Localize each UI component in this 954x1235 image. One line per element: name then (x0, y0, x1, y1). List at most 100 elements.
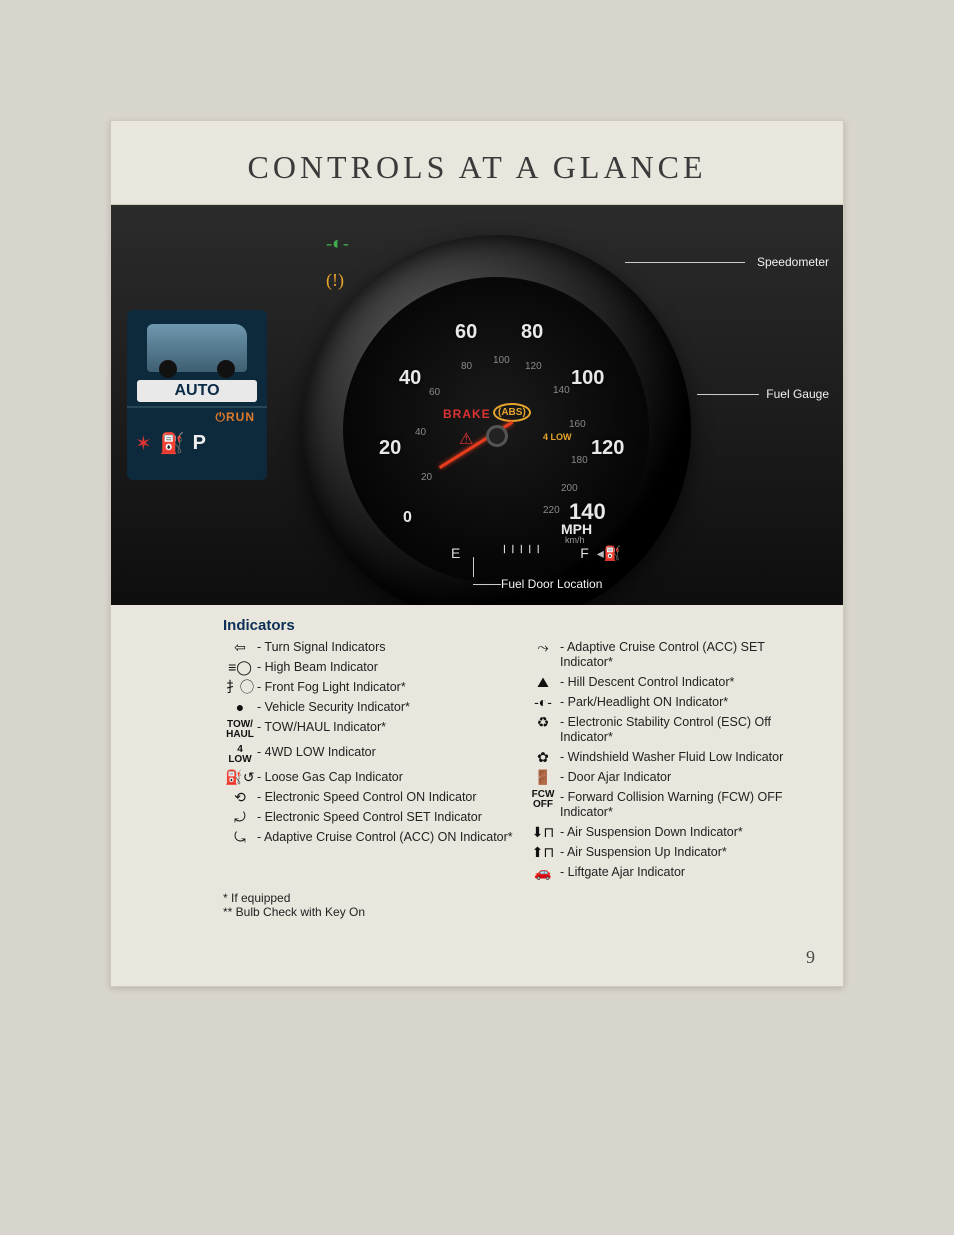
screen-bottom-icons: ✶ ⛽ P (127, 427, 267, 460)
fuel-icon: ⛽ (160, 431, 185, 456)
speed-120: 120 (591, 437, 624, 460)
brake-label: BRAKE (443, 407, 491, 421)
indicator-icon: ⤳ (526, 640, 560, 654)
indicator-icon: ⬆⊓ (526, 845, 560, 859)
indicator-icon: ♻ (526, 715, 560, 729)
speed-0: 0 (403, 509, 412, 527)
indicator-label: Liftgate Ajar Indicator (560, 865, 817, 880)
indicator-row: 4 LOW4WD LOW Indicator (223, 745, 514, 765)
indicator-label: Door Ajar Indicator (560, 770, 817, 785)
gear-indicator: P (193, 432, 206, 455)
indicator-label: Electronic Stability Control (ESC) Off I… (560, 715, 817, 745)
info-screen: AUTO ⏻RUN ✶ ⛽ P (127, 310, 267, 480)
indicator-label: Park/Headlight ON Indicator* (560, 695, 817, 710)
seatbelt-icon: ✶ (135, 431, 152, 456)
indicator-icon: ⛰ (526, 675, 560, 689)
indicator-icon: 🚗 (526, 865, 560, 879)
indicator-label: Hill Descent Control Indicator* (560, 675, 817, 690)
headlight-icon: -◐- (326, 233, 349, 254)
footnotes: * If equipped** Bulb Check with Key On (223, 891, 817, 919)
indicator-row: ⤿Adaptive Cruise Control (ACC) ON Indica… (223, 830, 514, 845)
indicators-section: Indicators ⇦Turn Signal Indicators≡◯High… (111, 605, 843, 939)
indicator-icon: ⤾ (223, 810, 257, 824)
indicator-label: Vehicle Security Indicator* (257, 700, 514, 715)
callout-speedometer: Speedometer (757, 255, 829, 269)
indicator-row: ✿Windshield Washer Fluid Low Indicator (526, 750, 817, 765)
speed-60: 60 (455, 321, 477, 344)
speed-40: 40 (399, 367, 421, 390)
indicator-row: 🚪Door Ajar Indicator (526, 770, 817, 785)
speedometer-face: 0 20 40 60 80 100 120 140 20 40 60 80 10… (343, 277, 649, 583)
indicator-row: ♻Electronic Stability Control (ESC) Off … (526, 715, 817, 745)
indicator-icon: ⬇⊓ (526, 825, 560, 839)
indicator-icon: ≡◯ (223, 660, 257, 674)
indicator-row: ⛽↺Loose Gas Cap Indicator (223, 770, 514, 785)
footnote: ** Bulb Check with Key On (223, 905, 817, 919)
indicator-icon: ✿ (526, 750, 560, 764)
indicators-columns: ⇦Turn Signal Indicators≡◯High Beam Indic… (223, 640, 817, 885)
speed-80: 80 (521, 321, 543, 344)
content-card: CONTROLS AT A GLANCE AUTO ⏻RUN ✶ ⛽ P -◐-… (110, 120, 844, 987)
indicator-row: TOW/ HAULTOW/HAUL Indicator* (223, 720, 514, 740)
needle-hub (486, 425, 508, 447)
indicator-label: High Beam Indicator (257, 660, 514, 675)
page: CONTROLS AT A GLANCE AUTO ⏻RUN ✶ ⛽ P -◐-… (0, 20, 954, 1047)
cluster-side-icons: -◐- (!) (326, 233, 349, 291)
indicator-row: ⇦Turn Signal Indicators (223, 640, 514, 655)
indicators-heading: Indicators (223, 617, 817, 634)
indicator-row: ⤾Electronic Speed Control SET Indicator (223, 810, 514, 825)
indicator-row: ⤳Adaptive Cruise Control (ACC) SET Indic… (526, 640, 817, 670)
indicator-row: ≡◯High Beam Indicator (223, 660, 514, 675)
screen-run: ⏻RUN (127, 406, 267, 427)
indicators-left-column: ⇦Turn Signal Indicators≡◯High Beam Indic… (223, 640, 514, 885)
indicator-row: 扌◯Front Fog Light Indicator* (223, 680, 514, 695)
indicator-row: ⬇⊓Air Suspension Down Indicator* (526, 825, 817, 840)
indicator-label: Front Fog Light Indicator* (257, 680, 514, 695)
indicator-label: Electronic Speed Control SET Indicator (257, 810, 514, 825)
page-number: 9 (111, 939, 843, 986)
indicator-label: Turn Signal Indicators (257, 640, 514, 655)
indicator-icon: TOW/ HAUL (223, 720, 257, 740)
indicator-label: Adaptive Cruise Control (ACC) ON Indicat… (257, 830, 514, 845)
callout-fuel-door: Fuel Door Location (501, 577, 602, 591)
speed-20: 20 (379, 437, 401, 460)
indicator-label: Air Suspension Up Indicator* (560, 845, 817, 860)
page-title: CONTROLS AT A GLANCE (111, 121, 843, 205)
indicator-label: Air Suspension Down Indicator* (560, 825, 817, 840)
indicator-icon: 4 LOW (223, 745, 257, 765)
indicator-row: 🚗Liftgate Ajar Indicator (526, 865, 817, 880)
callout-fuel-gauge: Fuel Gauge (766, 387, 829, 401)
abs-label: (ABS) (493, 403, 531, 422)
tpms-icon: (!) (326, 270, 349, 291)
indicator-row: FCW OFFForward Collision Warning (FCW) O… (526, 790, 817, 820)
indicator-icon: 🚪 (526, 770, 560, 784)
kmh-label: km/h (565, 535, 585, 545)
indicator-label: Loose Gas Cap Indicator (257, 770, 514, 785)
indicator-icon: -◐- (526, 695, 560, 709)
fuel-gauge-row: E ╵╵╵╵╵ F ◂⛽ (451, 545, 621, 562)
indicator-label: Forward Collision Warning (FCW) OFF Indi… (560, 790, 817, 820)
indicator-row: ⬆⊓Air Suspension Up Indicator* (526, 845, 817, 860)
indicator-label: Windshield Washer Fluid Low Indicator (560, 750, 817, 765)
dashboard-photo: AUTO ⏻RUN ✶ ⛽ P -◐- (!) 0 20 40 60 80 10… (111, 205, 843, 605)
indicator-icon: FCW OFF (526, 790, 560, 810)
footnote: * If equipped (223, 891, 817, 905)
indicator-row: -◐-Park/Headlight ON Indicator* (526, 695, 817, 710)
indicator-row: ⟲Electronic Speed Control ON Indicator (223, 790, 514, 805)
indicator-label: Adaptive Cruise Control (ACC) SET Indica… (560, 640, 817, 670)
indicator-label: Electronic Speed Control ON Indicator (257, 790, 514, 805)
indicator-icon: ⤿ (223, 830, 257, 844)
indicator-icon: 扌◯ (223, 680, 257, 694)
indicator-icon: ● (223, 700, 257, 714)
indicator-label: TOW/HAUL Indicator* (257, 720, 514, 735)
indicator-row: ●Vehicle Security Indicator* (223, 700, 514, 715)
screen-mode: AUTO (137, 380, 257, 402)
indicators-right-column: ⤳Adaptive Cruise Control (ACC) SET Indic… (526, 640, 817, 885)
4wd-low-label: 4 LOW (543, 433, 572, 442)
indicator-icon: ⇦ (223, 640, 257, 654)
vehicle-icon (147, 324, 247, 372)
fuel-pump-icon: ◂⛽ (597, 545, 621, 561)
indicator-icon: ⟲ (223, 790, 257, 804)
speed-100: 100 (571, 367, 604, 390)
indicator-icon: ⛽↺ (223, 770, 257, 784)
